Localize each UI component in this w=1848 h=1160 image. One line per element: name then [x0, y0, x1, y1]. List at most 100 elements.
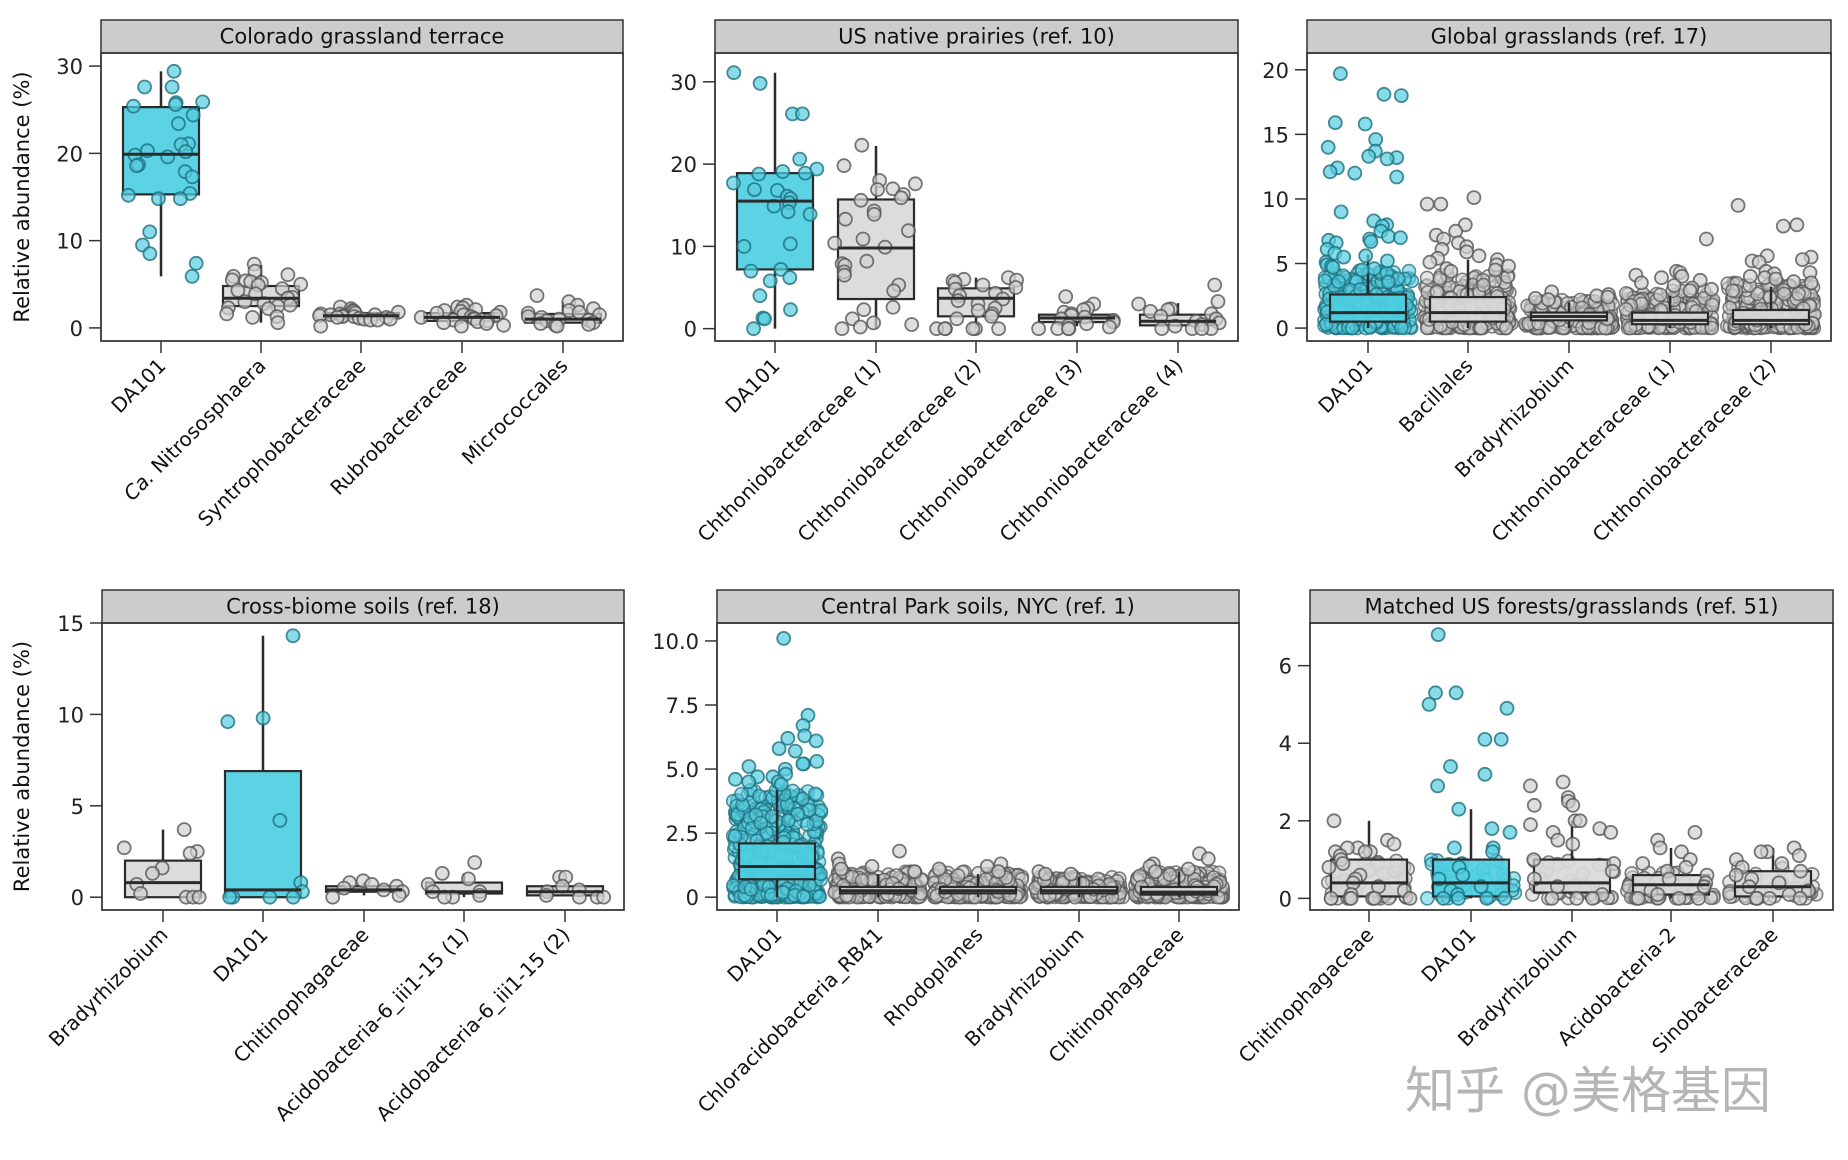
- data-point: [1207, 277, 1223, 293]
- panel-title: Matched US forests/grasslands (ref. 51): [1365, 595, 1779, 619]
- y-axis-title: Relative abundance (%): [10, 71, 34, 322]
- data-point: [751, 788, 767, 804]
- data-point: [1600, 289, 1616, 305]
- strip-header: [714, 19, 1239, 54]
- data-point: [1363, 234, 1379, 250]
- data-point: [272, 813, 288, 828]
- y-tick-label: 20: [1262, 59, 1289, 83]
- data-point: [797, 165, 813, 181]
- data-point: [1618, 301, 1634, 317]
- data-point: [904, 317, 920, 332]
- strip-header: [1306, 19, 1832, 54]
- data-point: [1666, 278, 1682, 293]
- y-tick-label: 7.5: [666, 694, 699, 718]
- data-point: [1479, 891, 1495, 906]
- data-point: [1484, 821, 1500, 836]
- data-point: [870, 182, 885, 198]
- data-point: [166, 63, 182, 79]
- data-point: [854, 873, 870, 888]
- data-point: [1471, 248, 1487, 264]
- data-point: [1565, 797, 1581, 813]
- data-point: [1671, 891, 1687, 906]
- data-point: [1523, 817, 1538, 833]
- data-point: [950, 868, 966, 883]
- data-point: [219, 306, 235, 322]
- data-point: [120, 187, 136, 203]
- data-point: [1526, 852, 1542, 867]
- y-tick-label: 0: [686, 886, 699, 910]
- data-point: [1393, 88, 1409, 103]
- data-point: [176, 822, 192, 837]
- data-point: [1585, 891, 1600, 906]
- x-tick-label: Micrococcales: [457, 354, 573, 470]
- data-point: [743, 881, 759, 897]
- data-point: [1652, 287, 1668, 303]
- data-point: [796, 888, 812, 904]
- data-point: [126, 98, 141, 114]
- y-tick-label: 0: [684, 318, 697, 342]
- data-point: [1354, 262, 1370, 278]
- data-point: [809, 754, 825, 769]
- plot-border: [100, 52, 624, 342]
- data-point: [1473, 320, 1489, 336]
- y-tick-label: 10: [57, 703, 84, 727]
- data-point: [520, 309, 536, 325]
- x-tick-label: Acidobacteria-6_iii1-15 (1): [270, 923, 473, 1126]
- box: [1428, 295, 1508, 323]
- data-point: [1791, 848, 1807, 864]
- data-point: [1476, 277, 1491, 293]
- data-point: [747, 182, 762, 198]
- data-point: [728, 771, 743, 787]
- data-point: [1331, 274, 1346, 289]
- panel-title: Central Park soils, NYC (ref. 1): [821, 595, 1135, 619]
- data-point: [1323, 891, 1339, 906]
- data-point: [1728, 867, 1744, 883]
- data-point: [1320, 139, 1336, 155]
- data-point: [1775, 218, 1791, 234]
- data-point: [1528, 290, 1543, 306]
- data-point: [752, 288, 768, 304]
- data-point: [808, 733, 824, 749]
- y-tick-label: 4: [1279, 732, 1292, 756]
- data-point: [142, 224, 158, 240]
- data-point: [434, 866, 450, 881]
- x-tick-label: Bradyrhizobium: [44, 923, 173, 1052]
- data-point: [1443, 263, 1459, 279]
- strip-header: [100, 19, 624, 54]
- y-tick-label: 10: [1262, 188, 1289, 212]
- x-tick-label: Chthoniobacteraceae (4): [995, 354, 1188, 547]
- data-point: [852, 319, 868, 335]
- data-point: [188, 255, 204, 271]
- data-point: [807, 786, 823, 802]
- data-point: [1181, 861, 1196, 877]
- data-point: [773, 261, 789, 277]
- data-point: [775, 164, 791, 179]
- x-tick-label: Chthoniobacteraceae (1): [693, 354, 886, 547]
- data-point: [549, 318, 565, 334]
- data-point: [145, 866, 160, 881]
- data-point: [1762, 891, 1777, 906]
- data-point: [795, 756, 811, 772]
- data-point: [836, 158, 852, 174]
- data-point: [1705, 297, 1720, 313]
- data-point: [783, 302, 798, 318]
- panel-title: Colorado grassland terrace: [220, 25, 505, 49]
- data-point: [182, 845, 198, 861]
- data-point: [776, 631, 792, 646]
- data-point: [1497, 891, 1513, 906]
- data-point: [1381, 228, 1396, 244]
- panel-title: US native prairies (ref. 10): [838, 25, 1115, 49]
- x-tick-label: DA101: [208, 923, 272, 987]
- data-point: [802, 877, 817, 893]
- data-point: [255, 710, 271, 726]
- data-point: [1678, 859, 1694, 875]
- data-point: [1335, 856, 1351, 871]
- data-point: [853, 192, 869, 208]
- data-point: [1402, 891, 1418, 906]
- data-point: [1749, 891, 1764, 906]
- data-point: [795, 106, 810, 122]
- data-point: [133, 886, 149, 901]
- data-point: [764, 809, 780, 824]
- data-point: [170, 116, 186, 132]
- y-tick-label: 30: [670, 71, 697, 95]
